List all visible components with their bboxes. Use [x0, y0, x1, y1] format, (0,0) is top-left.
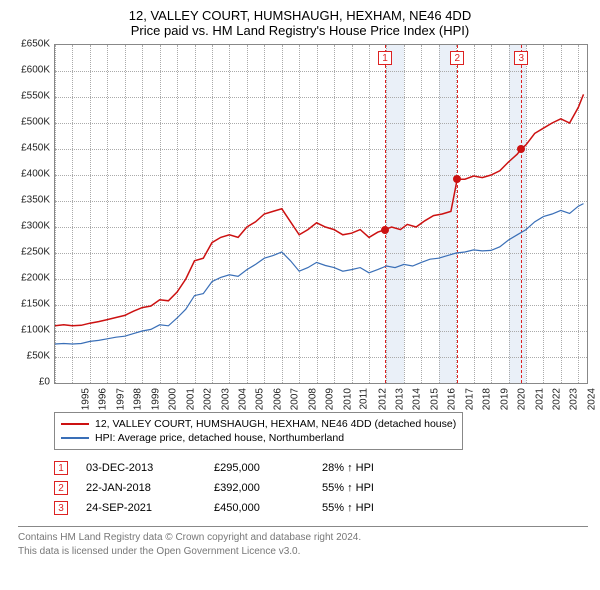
- y-tick-label: £300K: [14, 221, 50, 232]
- x-tick-label: 2014: [412, 388, 423, 410]
- y-tick-label: £600K: [14, 65, 50, 76]
- sales-row-num: 3: [54, 501, 68, 515]
- legend-row-1: 12, VALLEY COURT, HUMSHAUGH, HEXHAM, NE4…: [61, 417, 456, 431]
- x-tick-label: 2010: [342, 388, 353, 410]
- x-tick-label: 2009: [324, 388, 335, 410]
- y-tick-label: £550K: [14, 91, 50, 102]
- legend-swatch-2: [61, 437, 89, 439]
- sales-row-pct: 28% ↑ HPI: [322, 462, 412, 474]
- sales-row-price: £392,000: [214, 482, 304, 494]
- sales-row-date: 03-DEC-2013: [86, 462, 196, 474]
- y-tick-label: £250K: [14, 247, 50, 258]
- sale-marker-box: 3: [514, 51, 528, 65]
- sale-marker-box: 1: [378, 51, 392, 65]
- sale-marker-dot: [453, 175, 461, 183]
- series-price_paid: [55, 94, 584, 325]
- x-tick-label: 2017: [464, 388, 475, 410]
- y-tick-label: £200K: [14, 273, 50, 284]
- x-tick-label: 1998: [133, 388, 144, 410]
- y-tick-label: £500K: [14, 117, 50, 128]
- chart-subtitle: Price paid vs. HM Land Registry's House …: [12, 23, 588, 38]
- x-tick-label: 2022: [551, 388, 562, 410]
- sales-row-pct: 55% ↑ HPI: [322, 502, 412, 514]
- legend: 12, VALLEY COURT, HUMSHAUGH, HEXHAM, NE4…: [54, 412, 463, 450]
- x-tick-label: 2002: [202, 388, 213, 410]
- sales-row-num: 2: [54, 481, 68, 495]
- x-tick-label: 2013: [394, 388, 405, 410]
- footer-line-1: Contains HM Land Registry data © Crown c…: [18, 531, 588, 545]
- x-tick-label: 2023: [569, 388, 580, 410]
- sales-table: 1 03-DEC-2013 £295,000 28% ↑ HPI 2 22-JAN-201…: [54, 458, 588, 518]
- x-tick-label: 2006: [272, 388, 283, 410]
- x-tick-label: 2016: [447, 388, 458, 410]
- x-tick-label: 2021: [534, 388, 545, 410]
- x-tick-label: 2003: [220, 388, 231, 410]
- y-tick-label: £0: [14, 377, 50, 388]
- x-tick-label: 2011: [359, 388, 370, 410]
- legend-label-1: 12, VALLEY COURT, HUMSHAUGH, HEXHAM, NE4…: [95, 418, 456, 430]
- sale-marker-dot: [517, 145, 525, 153]
- x-tick-label: 2007: [290, 388, 301, 410]
- legend-row-2: HPI: Average price, detached house, Nort…: [61, 431, 456, 445]
- plot-region: 1 2 3: [54, 44, 588, 384]
- chart-area: 1 2 3 £0 £50K £100K £150K £200K £250K £300K £350K…: [12, 44, 588, 406]
- x-tick-label: 2020: [516, 388, 527, 410]
- sales-row-pct: 55% ↑ HPI: [322, 482, 412, 494]
- sales-row-date: 22-JAN-2018: [86, 482, 196, 494]
- x-tick-label: 2012: [377, 388, 388, 410]
- x-tick-label: 1999: [150, 388, 161, 410]
- legend-swatch-1: [61, 423, 89, 425]
- sales-row: 1 03-DEC-2013 £295,000 28% ↑ HPI: [54, 458, 588, 478]
- y-tick-label: £400K: [14, 169, 50, 180]
- x-tick-label: 1997: [115, 388, 126, 410]
- sales-row-date: 24-SEP-2021: [86, 502, 196, 514]
- series-svg: [55, 45, 587, 383]
- y-tick-label: £650K: [14, 39, 50, 50]
- x-tick-label: 2008: [307, 388, 318, 410]
- x-tick-label: 2000: [167, 388, 178, 410]
- x-tick-label: 2019: [499, 388, 510, 410]
- sale-marker-box: 2: [450, 51, 464, 65]
- chart-title: 12, VALLEY COURT, HUMSHAUGH, HEXHAM, NE4…: [12, 8, 588, 23]
- sales-row: 3 24-SEP-2021 £450,000 55% ↑ HPI: [54, 498, 588, 518]
- y-tick-label: £100K: [14, 325, 50, 336]
- x-tick-label: 2024: [586, 388, 597, 410]
- x-tick-label: 2018: [481, 388, 492, 410]
- legend-label-2: HPI: Average price, detached house, Nort…: [95, 432, 344, 444]
- x-tick-label: 1995: [80, 388, 91, 410]
- x-tick-label: 2004: [237, 388, 248, 410]
- sales-row-price: £295,000: [214, 462, 304, 474]
- x-tick-label: 1996: [98, 388, 109, 410]
- footer: Contains HM Land Registry data © Crown c…: [18, 526, 588, 558]
- x-tick-label: 2015: [429, 388, 440, 410]
- x-tick-label: 2005: [255, 388, 266, 410]
- sale-marker-dot: [381, 226, 389, 234]
- y-tick-label: £50K: [14, 351, 50, 362]
- y-tick-label: £150K: [14, 299, 50, 310]
- footer-line-2: This data is licensed under the Open Gov…: [18, 545, 588, 559]
- sales-row-price: £450,000: [214, 502, 304, 514]
- y-tick-label: £450K: [14, 143, 50, 154]
- y-tick-label: £350K: [14, 195, 50, 206]
- x-tick-label: 2001: [185, 388, 196, 410]
- sales-row-num: 1: [54, 461, 68, 475]
- sales-row: 2 22-JAN-2018 £392,000 55% ↑ HPI: [54, 478, 588, 498]
- chart-container: 12, VALLEY COURT, HUMSHAUGH, HEXHAM, NE4…: [0, 0, 600, 590]
